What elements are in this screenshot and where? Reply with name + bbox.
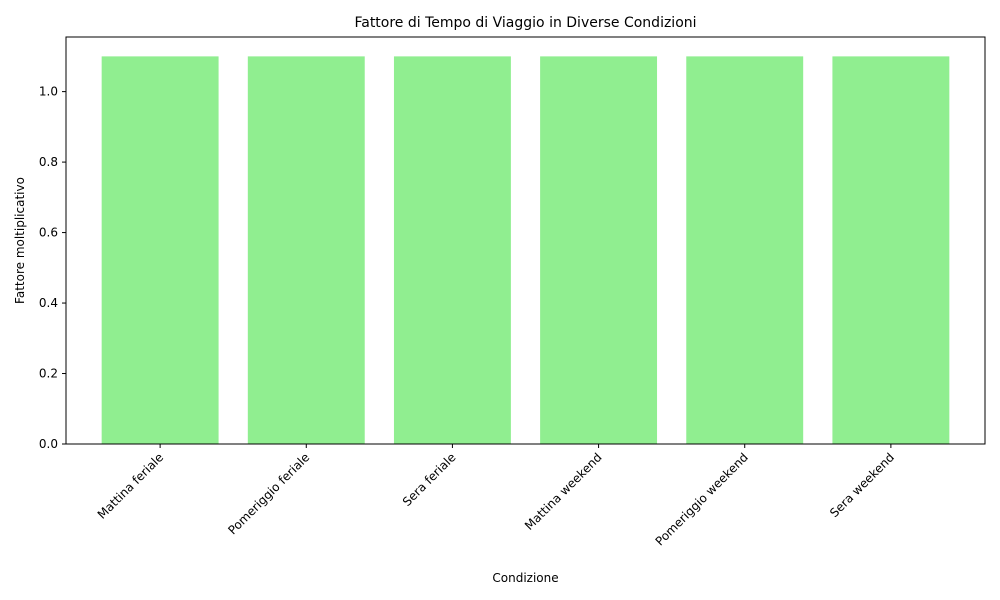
x-tick-label: Mattina feriale bbox=[95, 450, 167, 522]
x-tick-label: Sera feriale bbox=[400, 450, 459, 509]
bar-5 bbox=[686, 56, 804, 444]
chart-title: Fattore di Tempo di Viaggio in Diverse C… bbox=[354, 15, 696, 31]
x-tick-label: Pomeriggio weekend bbox=[653, 450, 751, 548]
bars-group bbox=[101, 56, 950, 444]
y-axis: 0.0 0.2 0.4 0.6 0.8 1.0 bbox=[39, 85, 66, 451]
bar-1 bbox=[101, 56, 219, 444]
x-axis-label: Condizione bbox=[492, 571, 558, 585]
y-tick-label: 0.2 bbox=[39, 367, 58, 381]
bar-2 bbox=[247, 56, 365, 444]
y-tick-label: 0.0 bbox=[39, 437, 58, 451]
y-tick-label: 1.0 bbox=[39, 85, 58, 99]
bar-6 bbox=[832, 56, 950, 444]
y-axis-label: Fattore moltiplicativo bbox=[13, 177, 27, 304]
y-tick-label: 0.4 bbox=[39, 296, 58, 310]
x-axis: Mattina feriale Pomeriggio feriale Sera fe… bbox=[95, 444, 897, 548]
plot-frame bbox=[65, 36, 986, 445]
y-tick-label: 0.8 bbox=[39, 155, 58, 169]
y-tick-label: 0.6 bbox=[39, 226, 58, 240]
x-tick-label: Pomeriggio feriale bbox=[225, 450, 312, 537]
bar-3 bbox=[393, 56, 511, 444]
x-tick-label: Mattina weekend bbox=[522, 450, 605, 533]
x-tick-label: Sera weekend bbox=[827, 450, 897, 520]
bar-4 bbox=[540, 56, 658, 444]
